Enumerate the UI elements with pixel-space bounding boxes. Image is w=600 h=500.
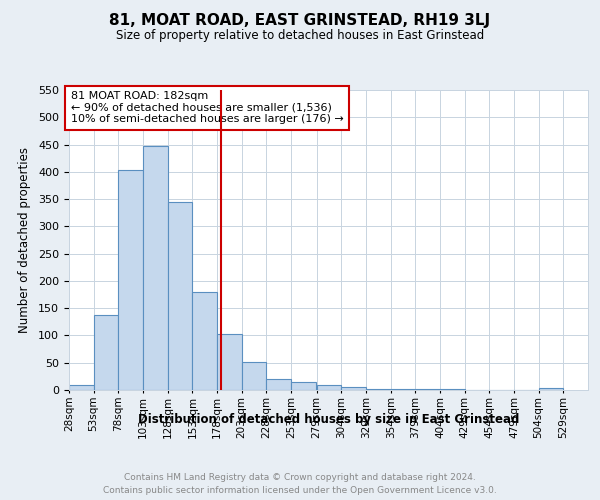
Text: Contains HM Land Registry data © Crown copyright and database right 2024.: Contains HM Land Registry data © Crown c… [124, 472, 476, 482]
Bar [266, 379, 291, 390]
Bar [217, 334, 242, 390]
Text: Contains public sector information licensed under the Open Government Licence v3: Contains public sector information licen… [103, 486, 497, 495]
Y-axis label: Number of detached properties: Number of detached properties [18, 147, 31, 333]
Bar [193, 292, 217, 390]
Text: Distribution of detached houses by size in East Grinstead: Distribution of detached houses by size … [138, 412, 520, 426]
Bar [291, 382, 316, 390]
Bar [94, 316, 118, 390]
Bar [143, 146, 167, 390]
Text: Size of property relative to detached houses in East Grinstead: Size of property relative to detached ho… [116, 29, 484, 42]
Bar [539, 388, 563, 390]
Text: 81 MOAT ROAD: 182sqm
← 90% of detached houses are smaller (1,536)
10% of semi-de: 81 MOAT ROAD: 182sqm ← 90% of detached h… [71, 91, 344, 124]
Bar [167, 202, 193, 390]
Bar [242, 362, 266, 390]
Bar [366, 389, 391, 390]
Bar [317, 384, 341, 390]
Text: 81, MOAT ROAD, EAST GRINSTEAD, RH19 3LJ: 81, MOAT ROAD, EAST GRINSTEAD, RH19 3LJ [109, 12, 491, 28]
Bar [341, 388, 366, 390]
Bar [118, 170, 143, 390]
Bar [69, 384, 94, 390]
